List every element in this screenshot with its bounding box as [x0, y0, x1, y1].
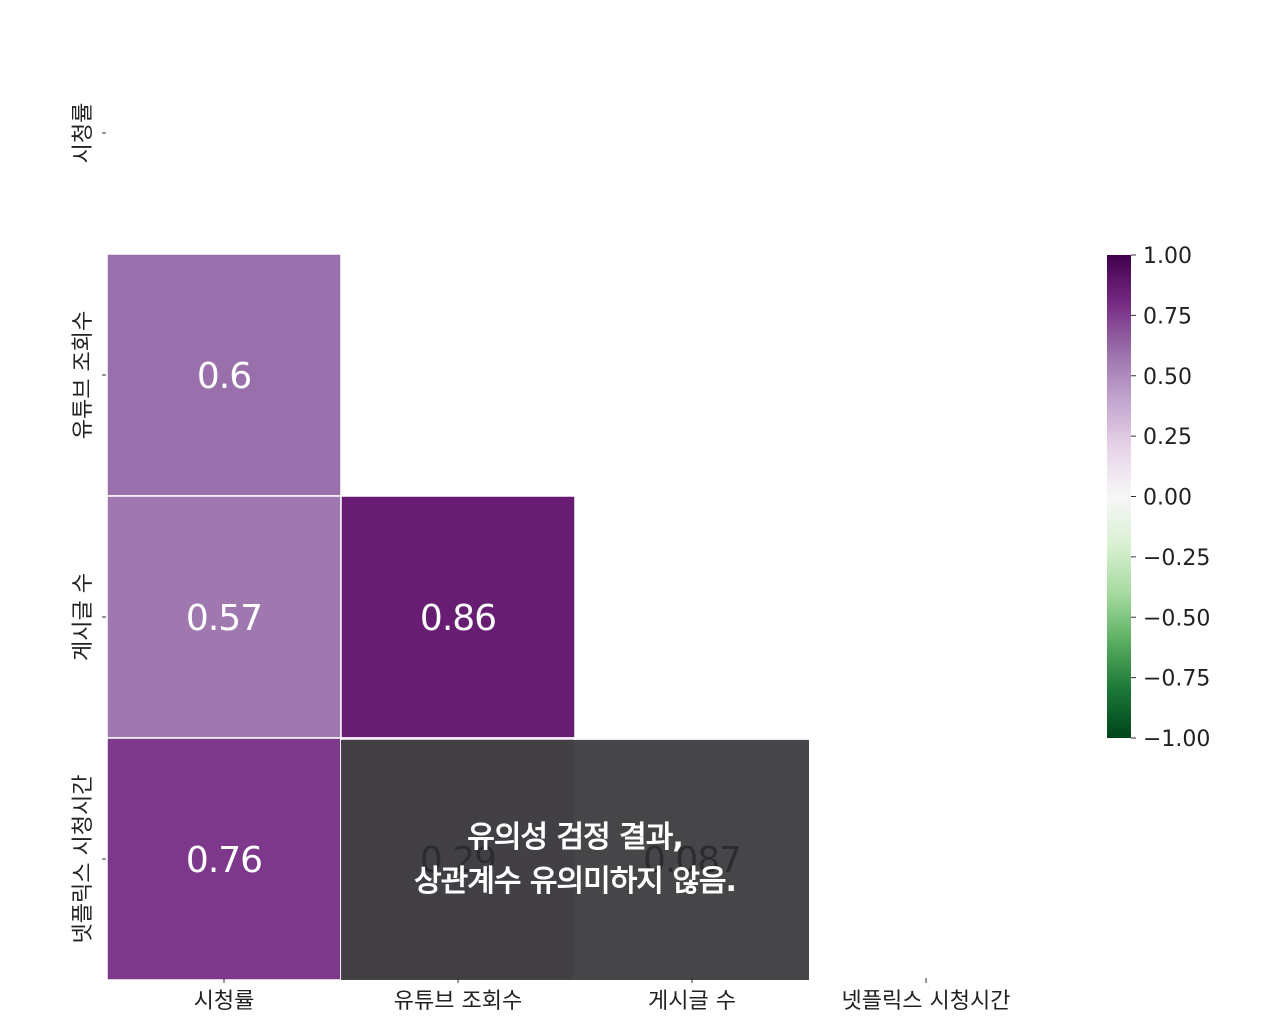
x-tick-label: 시청률 [194, 989, 255, 1014]
colorbar-tick-label: 0.50 [1143, 365, 1192, 390]
x-tick-label: 게시글 수 [648, 989, 736, 1014]
y-tick-label: 게시글 수 [71, 573, 96, 661]
x-tick-label: 넷플릭스 시청시간 [842, 989, 1011, 1014]
cell-value-label: 0.57 [186, 598, 262, 639]
note-line-2: 상관계수 유의미하지 않음. [414, 864, 737, 899]
colorbar: 1.00 0.75 0.50 0.25 0.00 −0.25 −0.50 −0.75 −1.00 [1107, 244, 1210, 752]
colorbar-gradient [1107, 255, 1131, 738]
note-line-1: 유의성 검정 결과, [467, 820, 683, 855]
heatmap-cell-0 [106, 253, 342, 497]
cell-value-label: 0.6 [197, 356, 251, 397]
y-tick-label: 넷플릭스 시청시간 [71, 775, 96, 944]
colorbar-tick-label: −0.50 [1143, 606, 1210, 631]
colorbar-tick-label: −0.75 [1143, 667, 1210, 692]
x-tick-label: 유튜브 조회수 [394, 989, 522, 1014]
cell-value-label: 0.76 [186, 840, 262, 881]
colorbar-tick-label: 0.75 [1143, 304, 1192, 329]
heatmap-cell-1 [106, 495, 342, 739]
colorbar-tick-label: 0.25 [1143, 425, 1192, 450]
x-axis: 시청률 유튜브 조회수 게시글 수 넷플릭스 시청시간 [194, 978, 1011, 1014]
y-tick-label: 시청률 [71, 103, 96, 164]
colorbar-tick-label: −1.00 [1143, 727, 1210, 752]
cell-value-label: 0.86 [420, 598, 496, 639]
colorbar-tick-label: −0.25 [1143, 546, 1210, 571]
colorbar-tick-label: 1.00 [1143, 244, 1192, 269]
colorbar-tick-label: 0.00 [1143, 486, 1192, 511]
significance-note-overlay: 유의성 검정 결과, 상관계수 유의미하지 않음. [341, 740, 809, 980]
y-tick-label: 유튜브 조회수 [71, 311, 96, 439]
heatmap-cell-2 [340, 495, 576, 739]
